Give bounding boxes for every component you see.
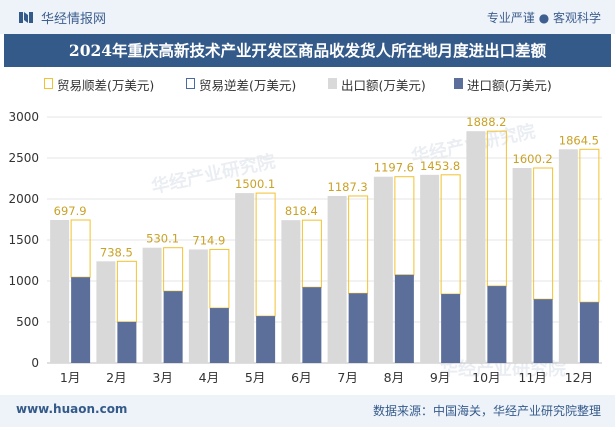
x-tick-label: 9月: [430, 370, 450, 385]
y-tick-label: 2000: [8, 192, 39, 206]
surplus-data-label: 697.9: [54, 204, 87, 218]
export-bar: [512, 168, 532, 363]
x-tick-label: 7月: [337, 370, 357, 385]
surplus-bar: [163, 247, 184, 292]
data-source: 数据来源：中国海关，华经产业研究院整理: [372, 404, 601, 418]
export-bar: [235, 193, 255, 363]
surplus-bar: [348, 195, 369, 294]
y-tick-label: 0: [31, 356, 39, 370]
legend-label: 进口额(万美元): [467, 78, 552, 93]
y-tick-label: 2500: [8, 151, 39, 165]
surplus-data-label: 1864.5: [559, 133, 599, 147]
tagline: 专业严谨 ● 客观科学: [486, 11, 601, 25]
surplus-data-label: 1600.2: [513, 152, 553, 166]
website-url[interactable]: www.huaon.com: [16, 402, 128, 416]
import-bar: [71, 277, 91, 363]
y-tick-label: 3000: [8, 110, 39, 124]
surplus-data-label: 530.1: [146, 232, 179, 246]
top-bar: 华经情报网 专业严谨 ● 客观科学: [0, 0, 615, 34]
title-bar: 2024年重庆高新技术产业开发区商品收发货人所在地月度进出口差额: [4, 34, 611, 67]
import-bar: [394, 274, 414, 363]
surplus-data-label: 1453.8: [420, 159, 460, 173]
export-bar: [420, 174, 440, 363]
legend-label: 贸易顺差(万美元): [57, 78, 155, 93]
surplus-bar: [301, 219, 322, 288]
chart-title: 2024年重庆高新技术产业开发区商品收发货人所在地月度进出口差额: [68, 41, 547, 60]
y-tick-label: 1500: [8, 233, 39, 247]
export-bar: [281, 220, 301, 363]
surplus-bar: [209, 248, 230, 309]
x-tick-label: 1月: [60, 370, 80, 385]
x-tick-label: 10月: [472, 370, 500, 385]
x-tick-label: 6月: [291, 370, 311, 385]
import-bar: [209, 308, 229, 363]
surplus-bar: [116, 260, 137, 323]
import-bar: [117, 321, 137, 363]
legend-swatch-export: [328, 78, 337, 89]
surplus-bar: [579, 148, 600, 303]
surplus-data-label: 714.9: [192, 233, 225, 247]
surplus-bar: [394, 176, 415, 276]
brand-name: 华经情报网: [41, 12, 107, 27]
import-bar: [348, 293, 368, 363]
export-bar: [50, 219, 70, 363]
x-tick-label: 4月: [199, 370, 219, 385]
legend-label: 贸易逆差(万美元): [199, 78, 297, 93]
legend-swatch-deficit: [186, 78, 195, 89]
export-bar: [558, 149, 578, 363]
legend-swatch-surplus: [44, 78, 53, 89]
y-tick-label: 1000: [8, 274, 39, 288]
x-tick-label: 8月: [384, 370, 404, 385]
x-tick-label: 3月: [152, 370, 172, 385]
legend-swatch-import: [454, 78, 463, 89]
import-bar: [533, 299, 553, 363]
surplus-data-label: 1197.6: [374, 161, 414, 175]
import-bar: [302, 287, 322, 363]
surplus-data-label: 818.4: [285, 204, 318, 218]
export-bar: [466, 131, 486, 363]
x-tick-label: 2月: [106, 370, 126, 385]
import-bar: [487, 286, 507, 363]
import-bar: [579, 302, 599, 363]
surplus-bar: [70, 219, 91, 278]
watermark: 华经产业研究院: [440, 359, 566, 380]
export-bar: [142, 247, 162, 363]
export-bar: [327, 195, 347, 363]
surplus-data-label: 1187.3: [328, 180, 368, 194]
surplus-data-label: 738.5: [100, 245, 133, 259]
export-bar: [188, 249, 208, 363]
x-tick-label: 5月: [245, 370, 265, 385]
y-tick-label: 500: [16, 315, 39, 329]
import-bar: [163, 291, 183, 363]
export-bar: [373, 176, 393, 363]
import-bar: [441, 294, 461, 363]
footer-bar: www.huaon.com 数据来源：中国海关，华经产业研究院整理: [0, 395, 615, 427]
surplus-bar: [255, 192, 276, 317]
brand-logo-icon: [19, 12, 33, 23]
surplus-data-label: 1888.2: [466, 115, 506, 129]
surplus-bar: [486, 130, 507, 287]
surplus-bar: [440, 174, 461, 295]
x-tick-label: 11月: [518, 370, 546, 385]
import-bar: [256, 316, 276, 363]
surplus-bar: [533, 167, 554, 300]
surplus-data-label: 1500.1: [235, 177, 275, 191]
legend-label: 出口额(万美元): [341, 78, 426, 93]
export-bar: [96, 261, 116, 363]
x-tick-label: 12月: [565, 370, 593, 385]
